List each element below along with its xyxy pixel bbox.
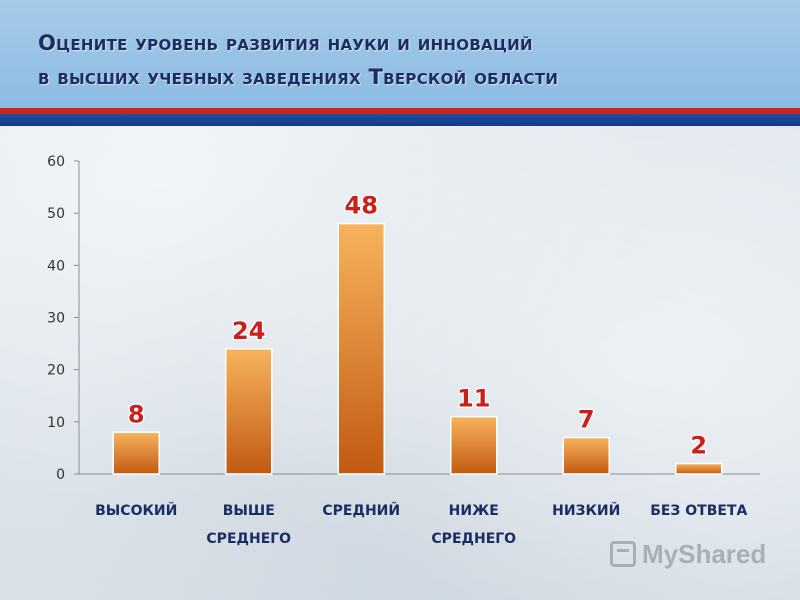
category-label: ВЫШЕ (223, 503, 275, 519)
header-stripe-red (0, 108, 800, 114)
data-label: 2 (690, 432, 707, 460)
data-label: 24 (232, 317, 265, 345)
y-tick-label: 0 (56, 467, 65, 483)
category-label: СРЕДНИЙ (322, 502, 400, 519)
y-tick-label: 60 (47, 154, 65, 170)
y-tick-label: 10 (47, 415, 65, 431)
bar-5 (562, 436, 610, 475)
header-stripe-blue (0, 114, 800, 126)
watermark-logo: MyShared (610, 538, 766, 570)
bar-6 (675, 462, 723, 475)
category-label: БЕЗ ОТВЕТА (650, 503, 747, 519)
y-axis: 0 10 20 30 40 50 60 (47, 154, 760, 483)
title-line-2: в высших учебных заведениях Тверской обл… (38, 65, 559, 89)
header-bar (0, 0, 800, 108)
watermark-text: MyShared (642, 538, 767, 569)
y-tick-label: 30 (47, 311, 65, 327)
data-label: 48 (345, 192, 378, 220)
category-labels: ВЫСОКИЙ ВЫШЕ СРЕДНЕГО СРЕДНИЙ НИЖЕ СРЕДНЕГО НИ… (95, 502, 747, 547)
data-label: 8 (128, 400, 145, 428)
bar-2 (225, 348, 273, 475)
data-label: 7 (578, 405, 595, 433)
category-label: ВЫСОКИЙ (95, 502, 177, 519)
category-label: СРЕДНЕГО (431, 531, 516, 547)
category-label: НИЖЕ (449, 503, 499, 519)
bar-3 (337, 222, 385, 475)
bar-4 (450, 415, 498, 475)
data-label: 11 (457, 385, 490, 413)
data-labels: 8 24 48 11 7 2 (127, 190, 709, 460)
title-line-1: Оцените уровень развития науки и инновац… (38, 31, 533, 55)
bars (112, 222, 723, 475)
myshared-logo-icon (610, 541, 636, 567)
bar-1 (112, 431, 160, 475)
category-label: СРЕДНЕГО (206, 531, 291, 547)
category-label: НИЗКИЙ (552, 502, 620, 519)
y-tick-label: 20 (47, 363, 65, 379)
slide-title: Оцените уровень развития науки и инновац… (38, 26, 778, 94)
y-tick-label: 40 (47, 258, 65, 274)
y-tick-label: 50 (47, 206, 65, 222)
